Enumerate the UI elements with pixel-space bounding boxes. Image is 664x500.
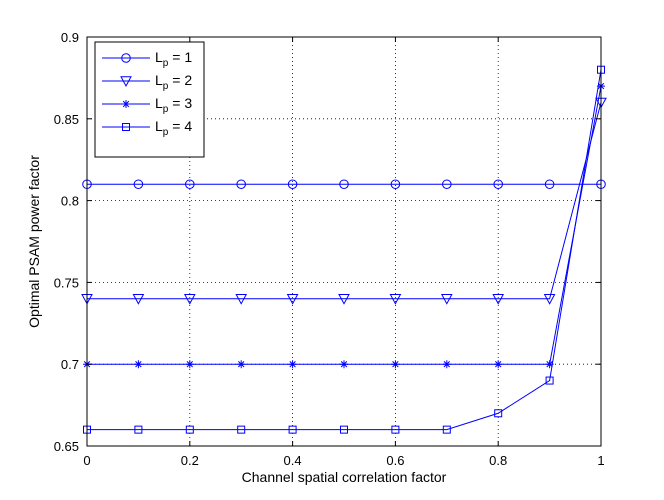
data-point bbox=[236, 179, 246, 190]
legend-label-sub: p bbox=[163, 58, 169, 69]
data-point bbox=[440, 294, 453, 305]
y-tick-label: 0.7 bbox=[61, 357, 79, 372]
plot-frame bbox=[86, 36, 602, 447]
data-point bbox=[442, 360, 451, 369]
data-point bbox=[132, 294, 145, 305]
legend-label: Lp = 4 bbox=[155, 118, 192, 138]
legend-label-rest: = 2 bbox=[168, 72, 192, 88]
data-point bbox=[235, 294, 248, 305]
x-tick-label: 0.6 bbox=[386, 453, 404, 468]
legend-label-main: L bbox=[155, 118, 163, 134]
legend-marker bbox=[121, 53, 131, 63]
data-point bbox=[288, 360, 297, 369]
series-line bbox=[87, 69, 602, 431]
data-point bbox=[134, 360, 143, 369]
data-point bbox=[391, 425, 400, 434]
legend-label-main: L bbox=[155, 95, 163, 111]
data-point bbox=[185, 360, 194, 369]
legend-label-rest: = 3 bbox=[168, 95, 192, 111]
data-point bbox=[545, 360, 554, 369]
legend-label: Lp = 3 bbox=[155, 95, 192, 115]
x-axis-label: Channel spatial correlation factor bbox=[242, 469, 447, 485]
data-point bbox=[183, 294, 196, 305]
x-tick-label: 1 bbox=[597, 453, 604, 468]
legend-marker bbox=[120, 76, 132, 88]
x-tick-label: 0 bbox=[83, 453, 90, 468]
legend-label-sub: p bbox=[163, 104, 169, 115]
legend-box bbox=[94, 41, 205, 158]
y-tick-label: 0.65 bbox=[54, 439, 79, 454]
y-axis-label: Optimal PSAM power factor bbox=[26, 155, 42, 328]
legend-label: Lp = 1 bbox=[155, 49, 192, 69]
legend-label-main: L bbox=[155, 72, 163, 88]
legend-entry: Lp = 2 bbox=[102, 72, 192, 92]
legend-label-rest: = 4 bbox=[168, 118, 192, 134]
data-point bbox=[339, 179, 349, 190]
legend-label-sub: p bbox=[163, 81, 169, 92]
legend-entry: Lp = 4 bbox=[102, 118, 192, 138]
data-point bbox=[390, 179, 401, 190]
legend: Lp = 1Lp = 2Lp = 3Lp = 4 bbox=[94, 41, 205, 158]
data-point bbox=[185, 425, 194, 434]
legend-marker bbox=[122, 123, 130, 131]
data-point bbox=[544, 179, 555, 190]
x-tick-label: 0.2 bbox=[181, 453, 199, 468]
x-tick-label: 0.8 bbox=[489, 453, 507, 468]
plot-series bbox=[81, 65, 607, 434]
axis-ticks: 0 0.2 0.4 0.6 0.8 1 0.65 0.7 0.75 0.8 0.85 0.9 bbox=[54, 30, 605, 468]
series-line bbox=[87, 102, 602, 300]
data-point bbox=[442, 179, 452, 190]
data-point bbox=[442, 425, 451, 434]
data-point bbox=[492, 294, 505, 305]
series-1 bbox=[82, 179, 606, 190]
legend-label-sub: p bbox=[163, 127, 169, 138]
legend-marker bbox=[122, 100, 130, 108]
data-point bbox=[237, 425, 246, 434]
y-tick-label: 0.75 bbox=[54, 275, 79, 290]
data-point bbox=[493, 179, 504, 190]
data-point bbox=[543, 294, 556, 305]
data-point bbox=[389, 294, 402, 305]
legend-entry: Lp = 3 bbox=[102, 95, 192, 115]
data-point bbox=[286, 294, 299, 305]
data-point bbox=[338, 294, 350, 305]
y-tick-label: 0.85 bbox=[54, 112, 79, 127]
series-4 bbox=[83, 65, 605, 434]
data-point bbox=[545, 376, 554, 385]
data-point bbox=[134, 425, 143, 434]
legend-label: Lp = 2 bbox=[155, 72, 192, 92]
x-tick-label: 0.4 bbox=[284, 453, 302, 468]
legend-label-rest: = 1 bbox=[168, 49, 192, 65]
data-point bbox=[288, 425, 297, 434]
y-tick-label: 0.8 bbox=[61, 194, 79, 209]
data-point bbox=[340, 360, 348, 369]
data-point bbox=[340, 425, 348, 434]
data-point bbox=[494, 409, 503, 418]
data-point bbox=[237, 360, 246, 369]
y-tick-label: 0.9 bbox=[61, 30, 79, 45]
data-point bbox=[287, 179, 298, 190]
legend-entry: Lp = 1 bbox=[102, 49, 192, 69]
data-point bbox=[133, 179, 144, 190]
data-point bbox=[494, 360, 503, 369]
data-point bbox=[185, 179, 195, 190]
legend-label-main: L bbox=[155, 49, 163, 65]
data-point bbox=[391, 360, 400, 369]
